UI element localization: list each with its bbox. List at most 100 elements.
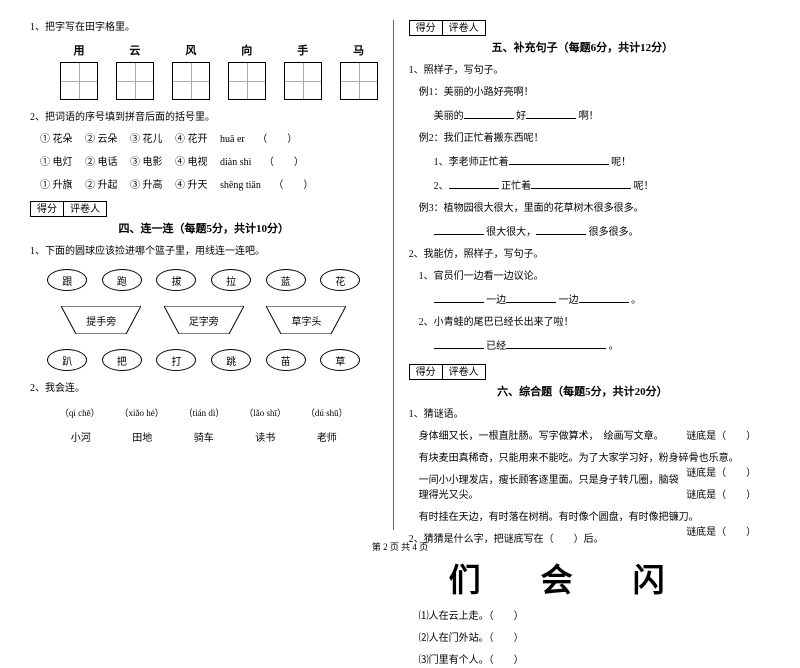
char-labels-row: 用 云 风 向 手 马 [60,42,378,58]
oval: 跑 [102,269,142,291]
char-label: 云 [116,42,154,58]
oval-row-2: 趴 把 打 跳 苗 草 [30,349,378,371]
pinyin-row: （qí chē） （xiǎo hé） （tián dì） （lǎo shī） （… [50,406,358,419]
pinyin-item: （lǎo shī） [244,406,286,419]
txt: 呢！ [634,181,654,192]
blank [449,177,499,189]
tian-grid [172,62,210,100]
txt: 2、 [434,181,449,192]
oval: 趴 [47,349,87,371]
q1-title: 1、把字写在田字格里。 [30,20,378,35]
blank [506,291,556,303]
basket-label: 提手旁 [86,313,116,328]
char-label: 向 [228,42,266,58]
fill-line: 美丽的 好 啊！ [434,107,757,124]
txt: 一边 [486,295,506,306]
opt: ① 花朵 [40,134,73,145]
blank [536,223,586,235]
basket: 足字旁 [164,306,244,334]
riddle-text: 有时挂在天边，有时落在树梢。有时像个圆盘，有时像把镰刀。 [419,512,699,523]
opt: ④ 电视 [175,157,208,168]
word-item: 老师 [317,429,337,444]
opt: ③ 花儿 [130,134,163,145]
riddle-line: 身体细又长，一根直肚肠。写字做算术， 绘画写文章。 谜底是（ ） [419,429,757,444]
char-label: 用 [60,42,98,58]
riddle-line: 有块麦田真稀奇，只能用来不能吃。为了大家学习好，粉身碎骨也乐意。 谜底是（ ） [419,451,757,466]
big-char: 会 [541,555,573,601]
oval: 拉 [211,269,251,291]
blank [526,107,576,119]
word-item: 田地 [132,429,152,444]
opt: ① 升旗 [40,180,73,191]
txt: 很大很大， [486,227,536,238]
tian-grid [116,62,154,100]
sec4-q1: 1、下面的圆球应该捡进哪个篮子里，用线连一连吧。 [30,244,378,259]
pinyin-item: （tián dì） [184,406,225,419]
txt: 美丽的 [434,111,464,122]
word-item: 小河 [71,429,91,444]
oval: 打 [156,349,196,371]
tian-grid [60,62,98,100]
opt: ④ 花开 [175,134,208,145]
pinyin: diàn shì [220,157,251,168]
sec5-q2: 2、我能仿，照样子，写句子。 [409,247,757,262]
pinyin: huā er [220,134,245,145]
oval: 蓝 [266,269,306,291]
sub-line: ⑵人在门外站。（ ） [419,631,757,646]
score-label: 得分 [409,364,442,380]
oval: 跳 [211,349,251,371]
score-box: 得分 评卷人 [30,201,378,217]
fill-line: 已经 。 [434,337,757,354]
ex3: 例3：植物园很大很大，里面的花草树木很多很多。 [419,201,757,216]
blank [506,337,606,349]
pinyin: shēng tiān [220,180,261,191]
txt: 好 [516,111,526,122]
txt: 已经 [486,341,506,352]
ex22: 2、小青蛙的尾巴已经长出来了啦！ [419,315,757,330]
sec4-q2: 2、我会连。 [30,381,378,396]
basket: 提手旁 [61,306,141,334]
blank [579,291,629,303]
left-column: 1、把字写在田字格里。 用 云 风 向 手 马 2、把词语的序号填到拼音后面的括… [30,20,393,535]
oval: 苗 [266,349,306,371]
txt: 很多很多。 [589,227,639,238]
riddle-line: 有时挂在天边，有时落在树梢。有时像个圆盘，有时像把镰刀。 谜底是（ ） [419,510,757,525]
word-item: 读书 [255,429,275,444]
word-row: 小河 田地 骑车 读书 老师 [50,429,358,444]
basket-label: 草字头 [291,313,321,328]
opt: ② 升起 [85,180,118,191]
txt: 正忙着 [501,181,531,192]
riddle-tail: 谜底是（ ） [686,525,756,540]
oval: 草 [320,349,360,371]
oval: 花 [320,269,360,291]
sub-line: ⑶门里有个人。（ ） [419,653,757,668]
char-label: 风 [172,42,210,58]
pinyin-item: （xiǎo hé） [120,406,164,419]
riddle-text: 身体细又长，一根直肚肠。写字做算术， 绘画写文章。 [419,431,664,442]
ex2: 例2：我们正忙着搬东西呢！ [419,131,757,146]
riddle-tail: 谜底是（ ） [686,466,756,481]
opt: ③ 电影 [130,157,163,168]
opt: ③ 升高 [130,180,163,191]
score-label: 得分 [409,20,442,36]
q2-row: ① 升旗 ② 升起 ③ 升高 ④ 升天 shēng tiān （ ） [40,178,378,194]
sub-line: ⑴人在云上走。（ ） [419,609,757,624]
fill-line: 2、 正忙着 呢！ [434,177,757,194]
riddle-text: 一间小小理发店，瘦长顾客逐里面。只是身子转几圈，脑袋理得光又尖。 [419,475,679,501]
paren: （ ） [257,135,297,146]
tian-grid [228,62,266,100]
txt: 呢！ [611,157,631,168]
txt: 。 [609,341,619,352]
basket: 草字头 [266,306,346,334]
blank [509,153,609,165]
oval: 把 [102,349,142,371]
riddle-text: 有块麦田真稀奇，只能用来不能吃。为了大家学习好，粉身碎骨也乐意。 [419,453,739,464]
big-char: 闪 [633,555,665,601]
tian-grid-row [60,62,378,100]
trapezoid-row: 提手旁 足字旁 草字头 [30,306,378,334]
blank [464,107,514,119]
ex1: 例1：美丽的小路好亮啊！ [419,85,757,100]
reviewer-label: 评卷人 [442,364,486,380]
ex21: 1、官员们一边看一边议论。 [419,269,757,284]
blank [434,223,484,235]
